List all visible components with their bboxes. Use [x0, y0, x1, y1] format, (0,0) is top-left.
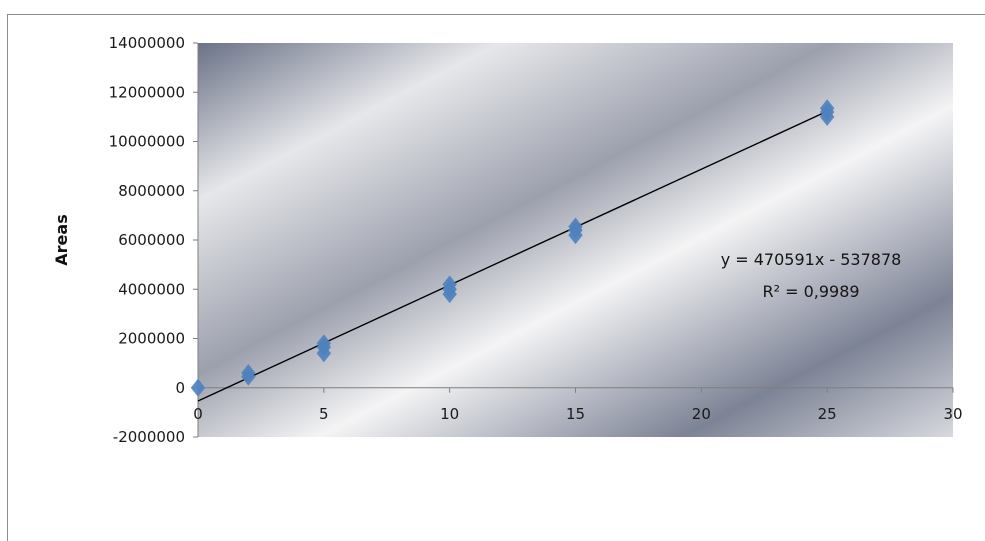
- data-point: [241, 363, 256, 382]
- y-tick-label: 12000000: [109, 83, 185, 101]
- x-tick-label: 0: [193, 405, 203, 423]
- y-tick-label: 2000000: [118, 330, 185, 348]
- data-point: [190, 378, 206, 397]
- axes: [193, 42, 954, 438]
- y-tick-label: 0: [175, 379, 185, 397]
- data-point: [819, 99, 835, 118]
- chart-frame-top-border: [7, 14, 985, 15]
- trendline: [197, 110, 828, 402]
- y-tick-label: 8000000: [118, 182, 185, 200]
- data-point: [568, 217, 583, 236]
- data-point: [316, 334, 332, 353]
- x-tick-label: 20: [692, 405, 711, 423]
- y-tick-label: 4000000: [118, 280, 185, 298]
- y-tick-label: 10000000: [109, 133, 185, 151]
- trendline-layer: [197, 110, 828, 402]
- x-tick-label: 10: [440, 405, 459, 423]
- y-tick-label: 6000000: [118, 231, 185, 249]
- x-tick-label: 30: [943, 405, 962, 423]
- x-tick-label: 25: [818, 405, 837, 423]
- y-tick-label: -2000000: [113, 428, 185, 446]
- x-tick-label: 5: [319, 405, 329, 423]
- data-point: [442, 275, 457, 294]
- trendline-r-squared: R² = 0,9989: [762, 282, 859, 301]
- chart-frame-left-border: [7, 14, 8, 541]
- y-axis-title: Areas: [52, 214, 71, 265]
- trendline-equation: y = 470591x - 537878: [721, 250, 902, 269]
- y-tick-label: 14000000: [109, 34, 185, 52]
- tick-labels: -200000002000000400000060000008000000100…: [109, 34, 963, 446]
- data-points: [190, 99, 835, 397]
- x-tick-label: 15: [566, 405, 585, 423]
